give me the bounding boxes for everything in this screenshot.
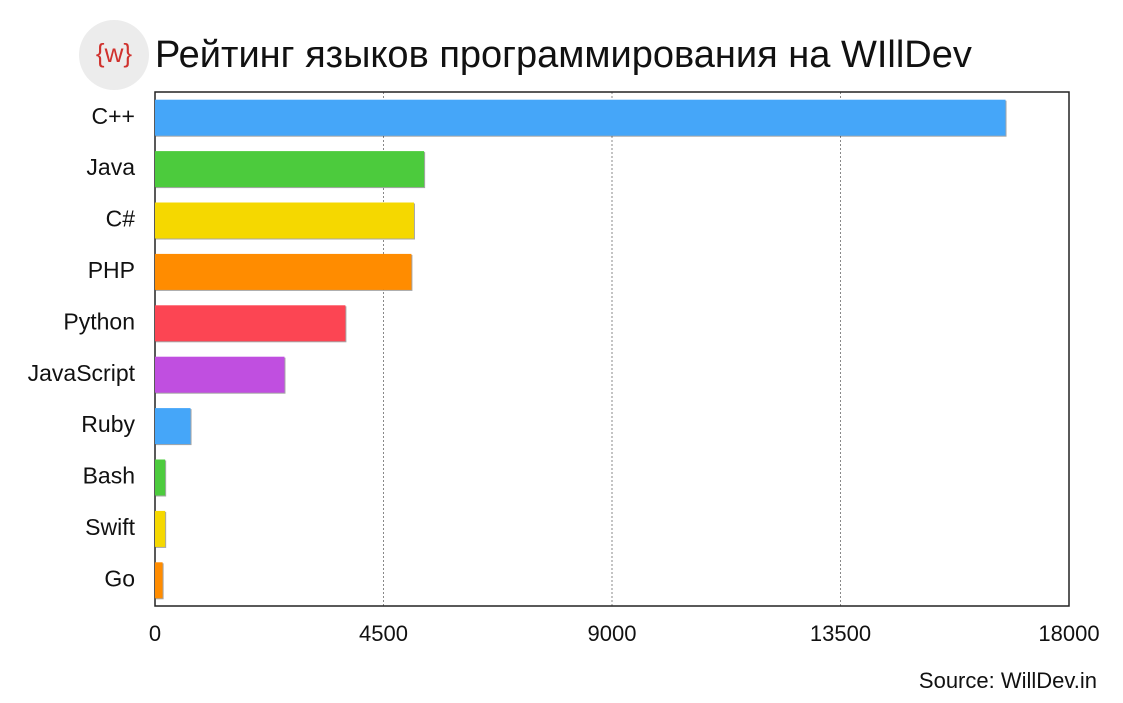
bar (155, 562, 163, 599)
y-tick-label: C# (106, 206, 136, 232)
logo: {w} (96, 38, 132, 68)
x-tick-label: 9000 (588, 621, 637, 646)
y-tick-label: JavaScript (28, 360, 136, 386)
bar (155, 202, 414, 239)
chart-title: Рейтинг языков программирования на WIllD… (155, 34, 972, 76)
bar (155, 253, 412, 290)
y-tick-label: Bash (83, 463, 135, 489)
bar (155, 408, 191, 445)
bar (155, 356, 285, 393)
y-tick-label: Java (86, 154, 135, 180)
x-tick-label: 18000 (1038, 621, 1099, 646)
y-tick-label: Python (63, 308, 135, 334)
bar (155, 459, 166, 496)
x-tick-label: 13500 (810, 621, 871, 646)
x-tick-label: 4500 (359, 621, 408, 646)
y-tick-label: C++ (92, 103, 135, 129)
bar (155, 151, 425, 188)
source: Source: WillDev.in (919, 668, 1097, 693)
y-tick-label: Go (104, 565, 135, 591)
bar (155, 510, 166, 547)
y-tick-label: Ruby (81, 411, 135, 437)
bar (155, 99, 1006, 136)
logo-circle (79, 20, 149, 90)
y-tick-label: Swift (85, 514, 135, 540)
plot-frame (154, 91, 1070, 607)
bar (155, 305, 346, 342)
x-tick-label: 0 (149, 621, 161, 646)
y-tick-label: PHP (88, 257, 135, 283)
